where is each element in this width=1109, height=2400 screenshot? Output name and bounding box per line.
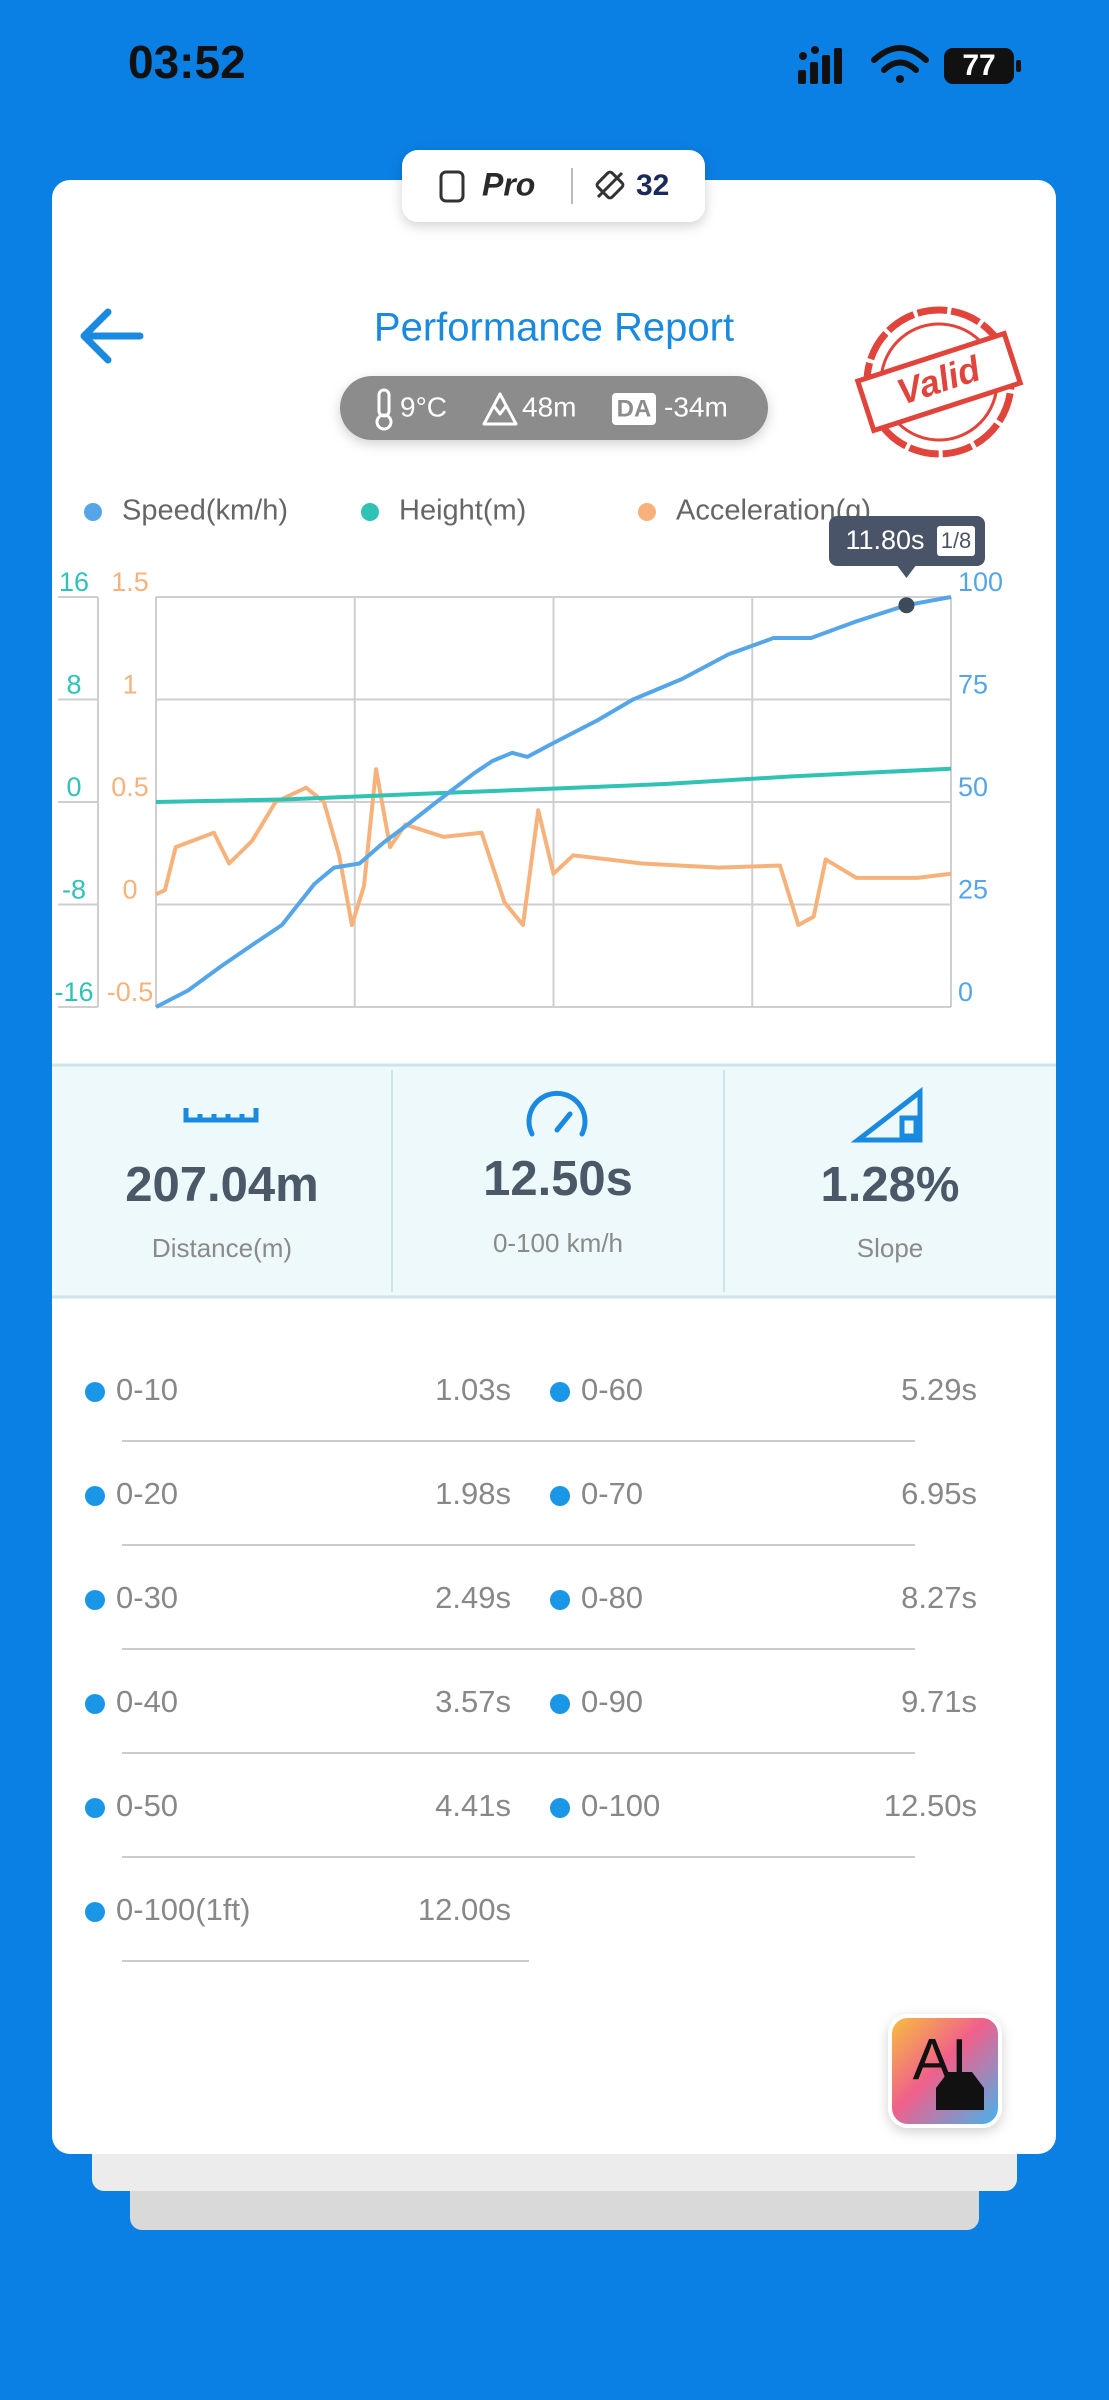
split-label: 0-50 <box>116 1788 178 1823</box>
split-time: 1.98s <box>435 1476 511 1511</box>
split-dot <box>550 1798 570 1818</box>
status-time: 03:52 <box>128 36 246 88</box>
split-dot <box>85 1902 105 1922</box>
stats-panel <box>52 1065 1056 1297</box>
split-dot <box>85 1382 105 1402</box>
split-label: 0-30 <box>116 1580 178 1615</box>
split-time: 3.57s <box>435 1684 511 1719</box>
y2-tick-label: 0 <box>958 977 973 1007</box>
tooltip-marker <box>898 597 915 614</box>
split-label: 0-100 <box>581 1788 660 1823</box>
car-icon <box>936 2072 984 2110</box>
conditions-pill <box>340 376 768 440</box>
tooltip-pointer <box>897 566 916 578</box>
split-dot <box>85 1798 105 1818</box>
split-label: 0-10 <box>116 1372 178 1407</box>
split-label: 0-40 <box>116 1684 178 1719</box>
satellite-icon <box>595 170 625 200</box>
stat-label: Distance(m) <box>152 1233 292 1263</box>
y3-tick-label: -0.5 <box>107 977 154 1007</box>
battery-tip <box>1016 60 1021 72</box>
y-tick-label: -8 <box>62 875 86 905</box>
y3-tick-label: 0.5 <box>111 772 149 802</box>
y3-tick-label: 1.5 <box>111 567 149 597</box>
split-label: 0-60 <box>581 1372 643 1407</box>
legend-label: Speed(km/h) <box>122 495 288 527</box>
distance-icon <box>183 1108 259 1123</box>
stat-value: 12.50s <box>483 1152 633 1206</box>
phone-icon <box>439 170 465 203</box>
battery-level: 77 <box>962 49 995 82</box>
temperature: 9°C <box>400 391 447 422</box>
satellite-count: 32 <box>636 169 669 202</box>
y-tick-label: -16 <box>54 977 93 1007</box>
y2-tick-label: 25 <box>958 875 988 905</box>
split-label: 0-70 <box>581 1476 643 1511</box>
split-label: 0-100(1ft) <box>116 1892 250 1927</box>
split-dot <box>550 1486 570 1506</box>
split-label: 0-90 <box>581 1684 643 1719</box>
wifi-icon <box>871 45 929 83</box>
battery <box>944 48 1014 84</box>
legend-label: Height(m) <box>399 495 526 527</box>
altitude: 48m <box>522 391 576 422</box>
series-line <box>155 595 952 1009</box>
y2-tick-label: 100 <box>958 567 1003 597</box>
signal-icon <box>798 46 842 84</box>
split-time: 5.29s <box>901 1372 977 1407</box>
split-time: 12.00s <box>418 1892 511 1927</box>
valid-stamp: Valid <box>854 306 1024 458</box>
split-time: 9.71s <box>901 1684 977 1719</box>
y2-tick-label: 50 <box>958 772 988 802</box>
split-time: 1.03s <box>435 1372 511 1407</box>
y-tick-label: 0 <box>66 772 81 802</box>
series-line <box>155 766 952 804</box>
split-time: 4.41s <box>435 1788 511 1823</box>
tooltip-label: 11.80s <box>845 525 924 555</box>
split-dot <box>550 1382 570 1402</box>
da-label: DA <box>617 395 652 422</box>
split-dot <box>85 1694 105 1714</box>
split-label: 0-80 <box>581 1580 643 1615</box>
split-time: 8.27s <box>901 1580 977 1615</box>
stat-value: 1.28% <box>821 1158 960 1212</box>
split-dot <box>85 1590 105 1610</box>
legend-marker <box>638 503 656 521</box>
legend-marker <box>84 503 102 521</box>
tooltip-page: 1/8 <box>941 528 972 553</box>
split-dot <box>85 1486 105 1506</box>
split-dot <box>550 1694 570 1714</box>
y-tick-label: 8 <box>66 670 81 700</box>
tooltip-page-badge <box>937 526 975 556</box>
stat-label: 0-100 km/h <box>493 1228 623 1258</box>
split-label: 0-20 <box>116 1476 178 1511</box>
mode-label: Pro <box>482 166 535 202</box>
series-line <box>155 767 952 927</box>
stat-label: Slope <box>857 1233 924 1263</box>
split-time: 12.50s <box>884 1788 977 1823</box>
thermometer-icon <box>375 388 393 431</box>
y-tick-label: 16 <box>59 567 89 597</box>
y3-tick-label: 0 <box>122 875 137 905</box>
slope-icon <box>850 1086 923 1143</box>
split-dot <box>550 1590 570 1610</box>
split-time: 6.95s <box>901 1476 977 1511</box>
stat-value: 207.04m <box>125 1158 318 1212</box>
device-pill[interactable] <box>402 150 705 222</box>
gauge-icon <box>526 1090 588 1137</box>
back-button[interactable] <box>80 308 144 364</box>
split-time: 2.49s <box>435 1580 511 1615</box>
legend-marker <box>361 503 379 521</box>
da-badge <box>612 393 656 425</box>
y3-tick-label: 1 <box>122 670 137 700</box>
y2-tick-label: 75 <box>958 670 988 700</box>
altitude-icon <box>482 392 518 426</box>
report-title: Performance Report <box>374 306 734 350</box>
density-altitude: -34m <box>664 391 728 422</box>
